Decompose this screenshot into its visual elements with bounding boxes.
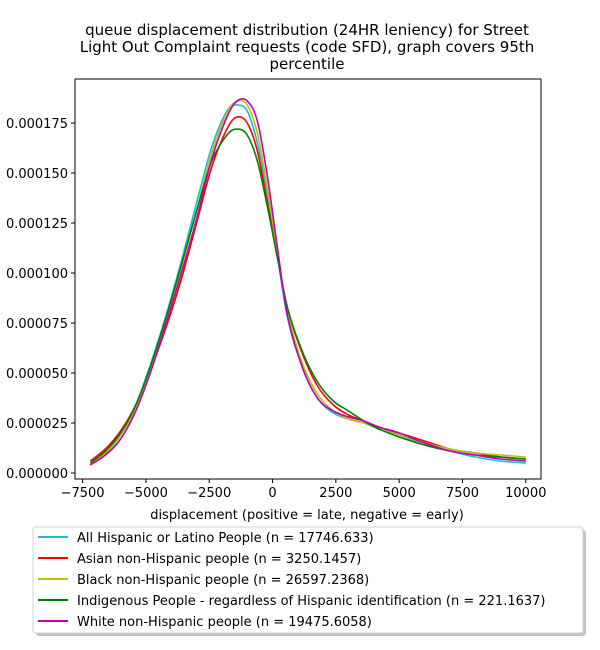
plot-frame bbox=[74, 78, 542, 480]
legend-label-2: Black non-Hispanic people (n = 26597.236… bbox=[77, 573, 369, 588]
x-axis-label: displacement (positive = late, negative … bbox=[150, 508, 464, 523]
series-line-2 bbox=[89, 99, 526, 466]
legend-label-1: Asian non-Hispanic people (n = 3250.1457… bbox=[77, 552, 361, 567]
plot-lines bbox=[89, 97, 526, 466]
legend-label-4: White non-Hispanic people (n = 19475.605… bbox=[77, 615, 372, 630]
chart-title: queue displacement distribution (24HR le… bbox=[80, 21, 535, 73]
y-axis: 0.000000 0.000025 0.000050 0.000075 0.000100… bbox=[6, 117, 75, 482]
x-tick-label: 10000 bbox=[505, 486, 546, 501]
y-tick-label: 0.000000 bbox=[6, 467, 68, 482]
y-tick-label: 0.000025 bbox=[6, 417, 68, 432]
title-line-3: percentile bbox=[269, 55, 344, 73]
x-tick-label: −7500 bbox=[61, 486, 105, 501]
x-tick-label: −5000 bbox=[124, 486, 168, 501]
x-axis: −7500 −5000 −2500 0 2500 5000 7500 10000 bbox=[61, 479, 546, 501]
series-line-0 bbox=[89, 104, 526, 464]
series-line-3 bbox=[89, 128, 526, 464]
x-tick-label: 7500 bbox=[446, 486, 479, 501]
legend: All Hispanic or Latino People (n = 17746… bbox=[32, 526, 586, 636]
title-line-2: Light Out Complaint requests (code SFD),… bbox=[80, 38, 535, 56]
legend-box bbox=[32, 526, 584, 634]
x-tick-label: 0 bbox=[268, 486, 276, 501]
y-tick-label: 0.000100 bbox=[6, 267, 68, 282]
legend-label-0: All Hispanic or Latino People (n = 17746… bbox=[77, 531, 374, 546]
x-tick-label: −2500 bbox=[187, 486, 231, 501]
y-tick-label: 0.000050 bbox=[6, 367, 68, 382]
y-tick-label: 0.000125 bbox=[6, 217, 68, 232]
y-tick-label: 0.000150 bbox=[6, 167, 68, 182]
x-tick-label: 5000 bbox=[383, 486, 416, 501]
x-tick-label: 2500 bbox=[319, 486, 352, 501]
series-line-1 bbox=[89, 115, 526, 462]
y-tick-label: 0.000175 bbox=[6, 117, 68, 132]
legend-label-3: Indigenous People - regardless of Hispan… bbox=[77, 594, 546, 609]
series-line-4 bbox=[89, 97, 526, 466]
title-line-1: queue displacement distribution (24HR le… bbox=[85, 21, 529, 39]
y-tick-label: 0.000075 bbox=[6, 317, 68, 332]
